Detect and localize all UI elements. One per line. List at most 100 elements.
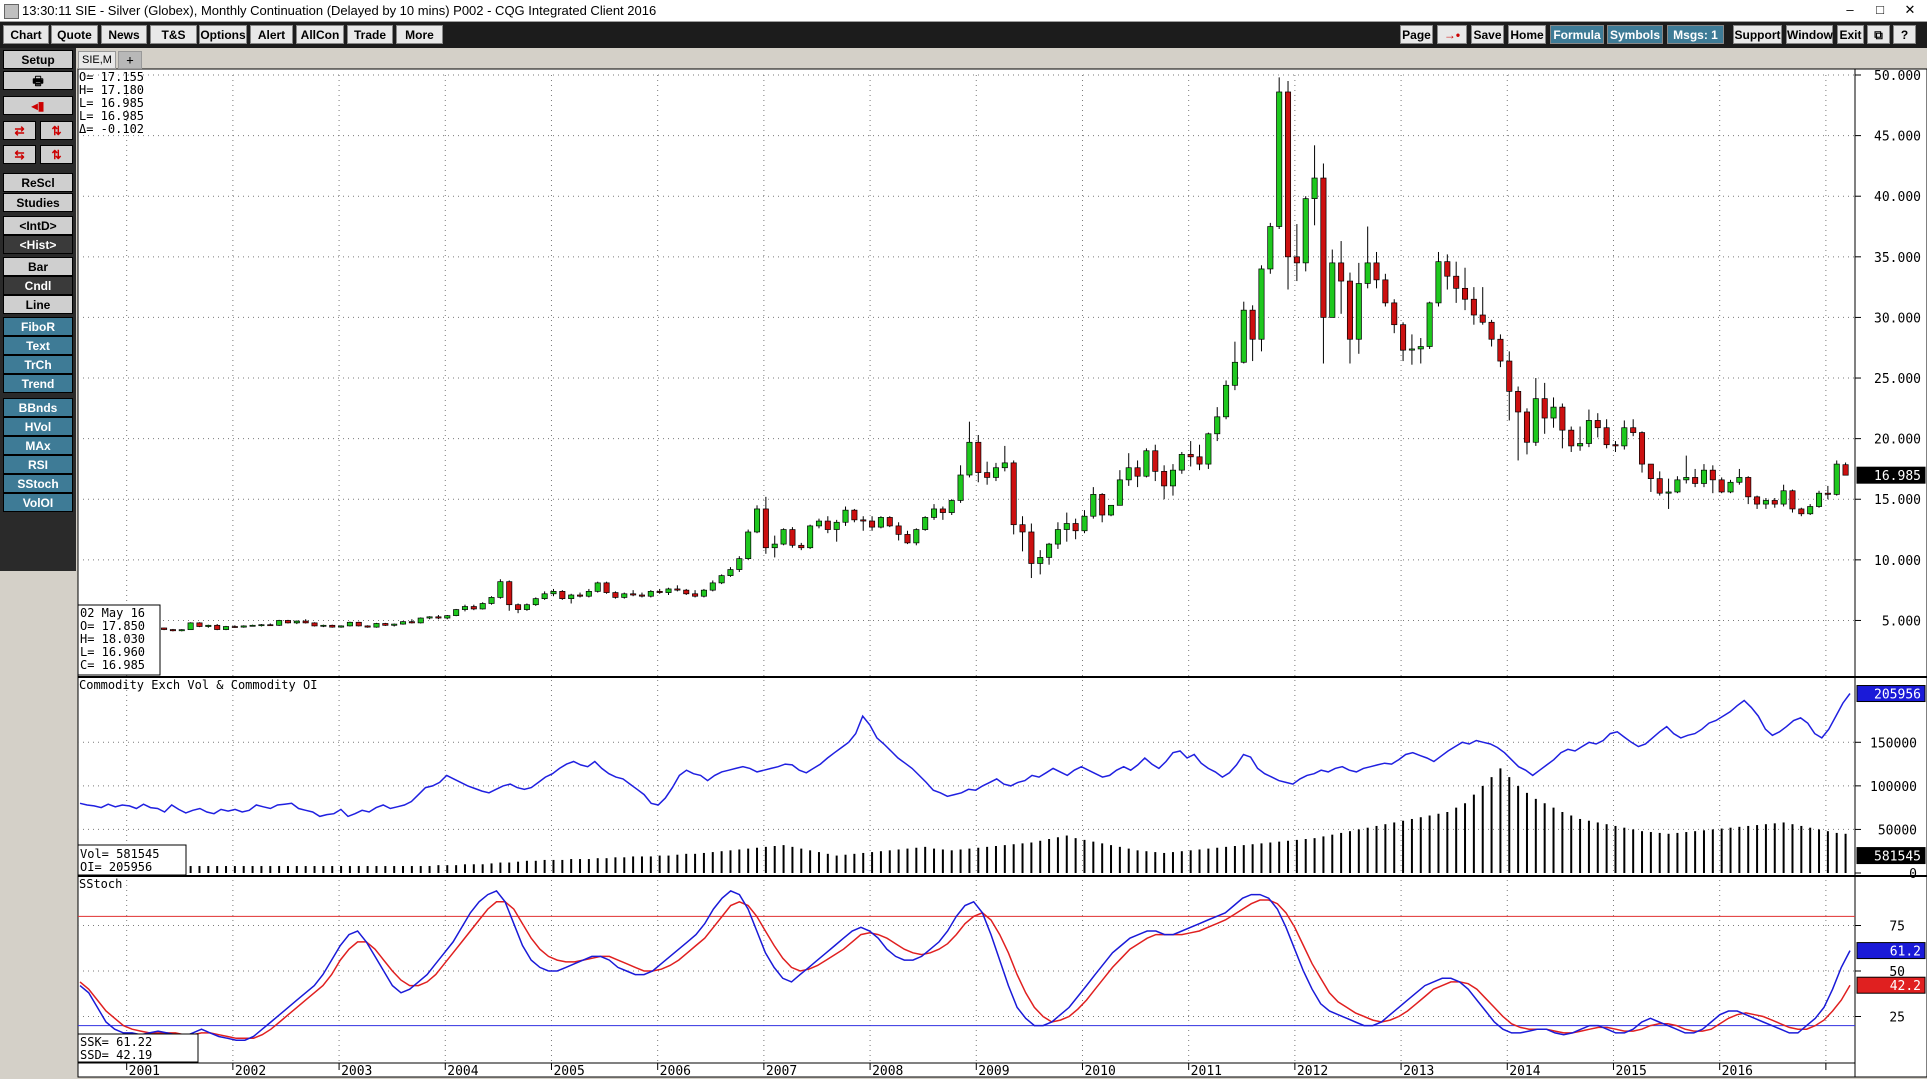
candle-body <box>1532 398 1539 443</box>
ohlc-change: Δ= -0.102 <box>79 122 144 136</box>
trade-button[interactable]: Trade <box>347 25 393 44</box>
back-icon[interactable]: ◂▮ <box>3 96 73 115</box>
maximize-icon[interactable]: □ <box>1876 2 1884 17</box>
setup-button[interactable]: Setup <box>3 50 73 69</box>
x-axis-label: 2003 <box>341 1064 372 1079</box>
candle-body <box>1621 427 1628 447</box>
candle-body <box>692 593 699 597</box>
candle-body <box>1223 384 1230 418</box>
candle-body <box>161 627 168 630</box>
bar-chart-button[interactable]: Bar <box>3 257 73 276</box>
zoom-vertical-icon[interactable]: ⇅ <box>40 145 73 164</box>
trend-channel-button[interactable]: TrCh <box>3 355 73 374</box>
link-arrow-button[interactable]: →• <box>1437 25 1467 44</box>
candle-body <box>931 508 938 518</box>
cursor-readout-box <box>77 604 161 676</box>
messages-button[interactable]: Msgs: 1 <box>1667 25 1724 44</box>
candle-body <box>612 592 619 598</box>
x-axis-label: 2004 <box>447 1064 478 1079</box>
chart-tab-sie[interactable]: SIE,M <box>78 51 116 69</box>
history-button[interactable]: <Hist> <box>3 235 73 254</box>
candle-body <box>1683 477 1690 481</box>
exit-button[interactable]: Exit <box>1837 25 1864 44</box>
help-icon[interactable]: ? <box>1893 25 1916 44</box>
candle-body <box>559 591 566 599</box>
add-tab-button[interactable]: + <box>118 51 142 69</box>
stoch-tick-label: 50 <box>1889 965 1905 980</box>
candle-body <box>745 531 752 559</box>
price-tick-label: 15.000 <box>1874 493 1921 508</box>
support-button[interactable]: Support <box>1733 25 1782 44</box>
candle-body <box>249 624 256 627</box>
candle-body <box>1674 479 1681 493</box>
minimize-icon[interactable]: – <box>1846 2 1854 17</box>
close-icon[interactable]: ✕ <box>1904 2 1916 17</box>
candle-body <box>506 581 513 606</box>
rsi-button[interactable]: RSI <box>3 455 73 474</box>
candle-body <box>461 606 468 610</box>
intraday-button[interactable]: <IntD> <box>3 216 73 235</box>
chart-button[interactable]: Chart <box>3 25 49 44</box>
candle-body <box>754 508 761 533</box>
text-tool-button[interactable]: Text <box>3 336 73 355</box>
cursor-readout: 02 May 16 O= 17.850 H= 18.030 L= 16.960 … <box>80 606 145 672</box>
volume-oi-button[interactable]: VolOI <box>3 493 73 512</box>
candle-body <box>1824 492 1831 495</box>
alert-button[interactable]: Alert <box>250 25 293 44</box>
scroll-horizontal-icon[interactable]: ⇄ <box>3 121 36 140</box>
main-toolbar: Chart Quote News T&S Options Alert AllCo… <box>0 22 1927 48</box>
news-button[interactable]: News <box>101 25 147 44</box>
candle-body <box>1382 279 1389 304</box>
studies-button[interactable]: Studies <box>3 193 73 212</box>
candle-body <box>1276 91 1283 227</box>
candle-body <box>1329 262 1336 318</box>
options-button[interactable]: Options <box>199 25 247 44</box>
candle-body <box>1453 275 1460 289</box>
candle-body <box>1169 469 1176 487</box>
window-button[interactable]: Window <box>1786 25 1833 44</box>
candle-body <box>1709 469 1716 481</box>
candle-body <box>709 582 716 591</box>
bollinger-bands-button[interactable]: BBnds <box>3 398 73 417</box>
allcon-button[interactable]: AllCon <box>296 25 344 44</box>
candle-body <box>302 620 309 624</box>
restore-window-icon[interactable]: ⧉ <box>1867 25 1890 44</box>
zoom-horizontal-icon[interactable]: ⇆ <box>3 145 36 164</box>
candle-body <box>223 626 230 630</box>
trend-line-button[interactable]: Trend <box>3 374 73 393</box>
line-chart-button[interactable]: Line <box>3 295 73 314</box>
rescale-button[interactable]: ReScl <box>3 173 73 192</box>
moving-average-button[interactable]: MAx <box>3 436 73 455</box>
candle-body <box>665 588 672 593</box>
candle-body <box>1178 454 1185 471</box>
candle-body <box>488 597 495 604</box>
window-titlebar: 13:30:11 SIE - Silver (Globex), Monthly … <box>0 0 1927 22</box>
formula-button[interactable]: Formula <box>1550 25 1604 44</box>
candle-body <box>444 615 451 619</box>
candle-body <box>1293 256 1300 264</box>
save-button[interactable]: Save <box>1471 25 1504 44</box>
candle-body <box>762 508 769 549</box>
candle-chart-button[interactable]: Cndl <box>3 276 73 295</box>
candle-body <box>1745 477 1752 498</box>
candle-body <box>1612 444 1619 447</box>
print-icon[interactable]: 🖶 <box>3 71 73 90</box>
home-button[interactable]: Home <box>1508 25 1546 44</box>
time-and-sales-button[interactable]: T&S <box>150 25 197 44</box>
candle-body <box>1037 557 1044 564</box>
fibonacci-button[interactable]: FiboR <box>3 317 73 336</box>
candle-body <box>1488 321 1495 340</box>
slow-stochastic-button[interactable]: SStoch <box>3 474 73 493</box>
symbols-button[interactable]: Symbols <box>1607 25 1663 44</box>
candle-body <box>780 529 787 545</box>
historical-volatility-button[interactable]: HVol <box>3 417 73 436</box>
x-axis-label: 2012 <box>1297 1064 1328 1079</box>
quote-button[interactable]: Quote <box>51 25 98 44</box>
candle-body <box>311 622 318 627</box>
more-button[interactable]: More <box>396 25 443 44</box>
page-button[interactable]: Page <box>1400 25 1433 44</box>
candle-body <box>169 629 176 632</box>
candle-body <box>1780 490 1787 505</box>
scroll-vertical-icon[interactable]: ⇅ <box>40 121 73 140</box>
